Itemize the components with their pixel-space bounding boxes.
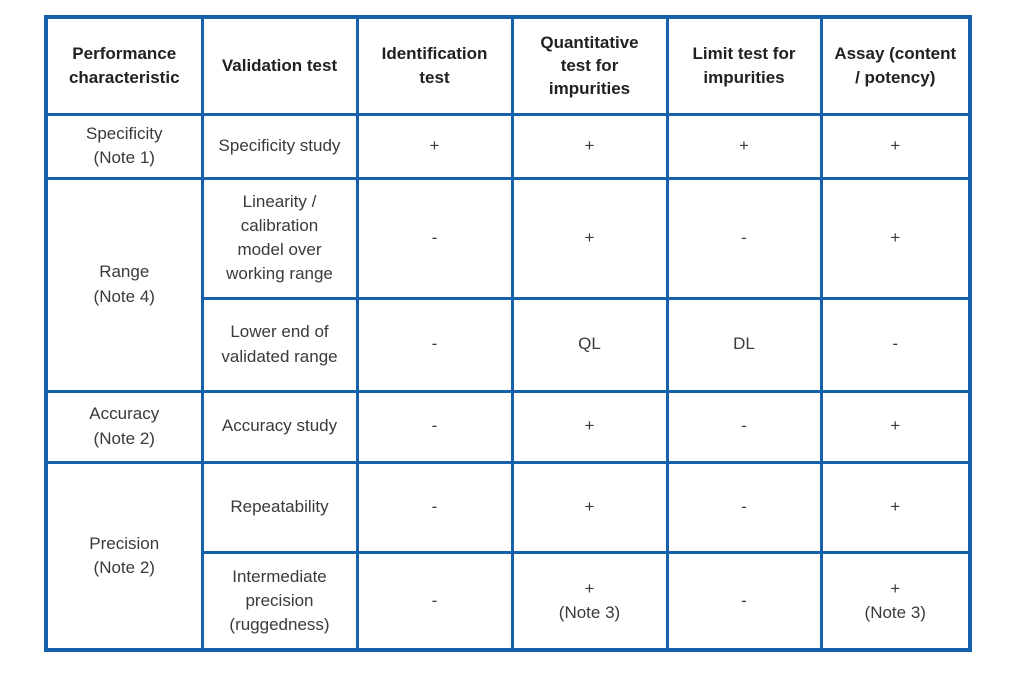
header-performance-characteristic: Performance characteristic — [44, 15, 204, 116]
value-cell: + — [819, 112, 972, 180]
value-cell: - — [665, 389, 823, 464]
value-cell: + — [510, 176, 669, 300]
value-cell: + — [510, 112, 669, 180]
value-cell: - — [665, 176, 823, 300]
value-cell: + — [510, 389, 669, 464]
header-assay-content-potency: Assay (content / potency) — [819, 15, 972, 116]
header-row: Performance characteristic Validation te… — [44, 15, 972, 116]
validation-test-cell: Linearity / calibration model over worki… — [200, 176, 359, 300]
value-cell: + — [819, 460, 972, 554]
characteristic-cell: Precision (Note 2) — [44, 460, 204, 652]
value-cell: - — [355, 460, 514, 554]
value-cell: - — [355, 296, 514, 393]
header-quantitative-test-impurities: Quantitative test for impurities — [510, 15, 669, 116]
header-limit-test-impurities: Limit test for impurities — [665, 15, 823, 116]
value-cell: + — [665, 112, 823, 180]
value-cell: - — [665, 550, 823, 652]
value-cell: - — [355, 176, 514, 300]
validation-characteristics-table: Performance characteristic Validation te… — [44, 15, 972, 652]
characteristic-cell: Accuracy (Note 2) — [44, 389, 204, 464]
validation-test-cell: Lower end of validated range — [200, 296, 359, 393]
characteristic-cell: Range (Note 4) — [44, 176, 204, 393]
header-identification-test: Identification test — [355, 15, 514, 116]
table-row-linearity: Range (Note 4) Linearity / calibration m… — [44, 176, 972, 393]
value-cell: - — [819, 296, 972, 393]
table-row-accuracy: Accuracy (Note 2) Accuracy study - + - + — [44, 389, 972, 464]
validation-test-cell: Repeatability — [200, 460, 359, 554]
value-cell: - — [665, 460, 823, 554]
value-cell: - — [355, 389, 514, 464]
value-cell: + — [819, 176, 972, 300]
value-cell: DL — [665, 296, 823, 393]
value-cell: + (Note 3) — [510, 550, 669, 652]
value-cell: + (Note 3) — [819, 550, 972, 652]
validation-test-cell: Specificity study — [200, 112, 359, 180]
validation-test-cell: Intermediate precision (ruggedness) — [200, 550, 359, 652]
table-row-intermediate-precision: Intermediate precision (ruggedness) - + … — [46, 550, 972, 652]
value-cell: QL — [510, 296, 669, 393]
value-cell: + — [355, 112, 514, 180]
value-cell: + — [510, 460, 669, 554]
value-cell: - — [355, 550, 514, 652]
table-row-specificity: Specificity (Note 1) Specificity study +… — [44, 112, 972, 180]
table-row-repeatability: Precision (Note 2) Repeatability - + - + — [44, 460, 972, 652]
value-cell: + — [819, 389, 972, 464]
header-validation-test: Validation test — [200, 15, 359, 116]
validation-test-cell: Accuracy study — [200, 389, 359, 464]
characteristic-cell: Specificity (Note 1) — [44, 112, 204, 180]
table-row-lower-end: Lower end of validated range - QL DL - — [46, 296, 972, 393]
